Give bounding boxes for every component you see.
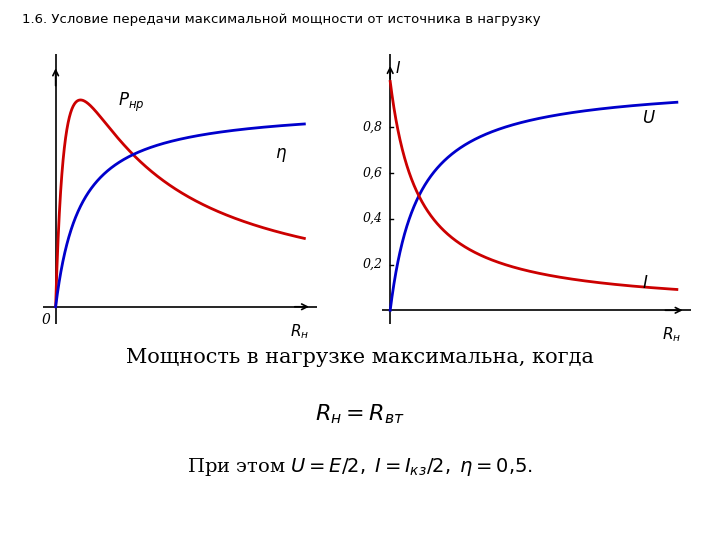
Text: 0,6: 0,6 xyxy=(363,166,383,179)
Text: $I$: $I$ xyxy=(395,60,400,76)
Text: $R_н = R_{вт}$: $R_н = R_{вт}$ xyxy=(315,402,405,426)
Text: При этом $U = E/2,\; I = I_{кз}/2,\; \eta = 0{,}5.$: При этом $U = E/2,\; I = I_{кз}/2,\; \et… xyxy=(187,456,533,478)
Text: $U$: $U$ xyxy=(642,110,657,126)
Text: 0,4: 0,4 xyxy=(363,212,383,225)
Text: $\eta$: $\eta$ xyxy=(274,146,287,164)
Text: 1.6. Условие передачи максимальной мощности от источника в нагрузку: 1.6. Условие передачи максимальной мощно… xyxy=(22,14,540,26)
Text: $I$: $I$ xyxy=(642,275,649,293)
Text: $R_н$: $R_н$ xyxy=(662,325,680,344)
Text: $R_н$: $R_н$ xyxy=(290,322,309,341)
Text: Мощность в нагрузке максимальна, когда: Мощность в нагрузке максимальна, когда xyxy=(126,348,594,367)
Text: 0: 0 xyxy=(41,313,50,327)
Text: $P_{нр}$: $P_{нр}$ xyxy=(118,91,144,114)
Text: 0,2: 0,2 xyxy=(363,258,383,271)
Text: 0,8: 0,8 xyxy=(363,121,383,134)
